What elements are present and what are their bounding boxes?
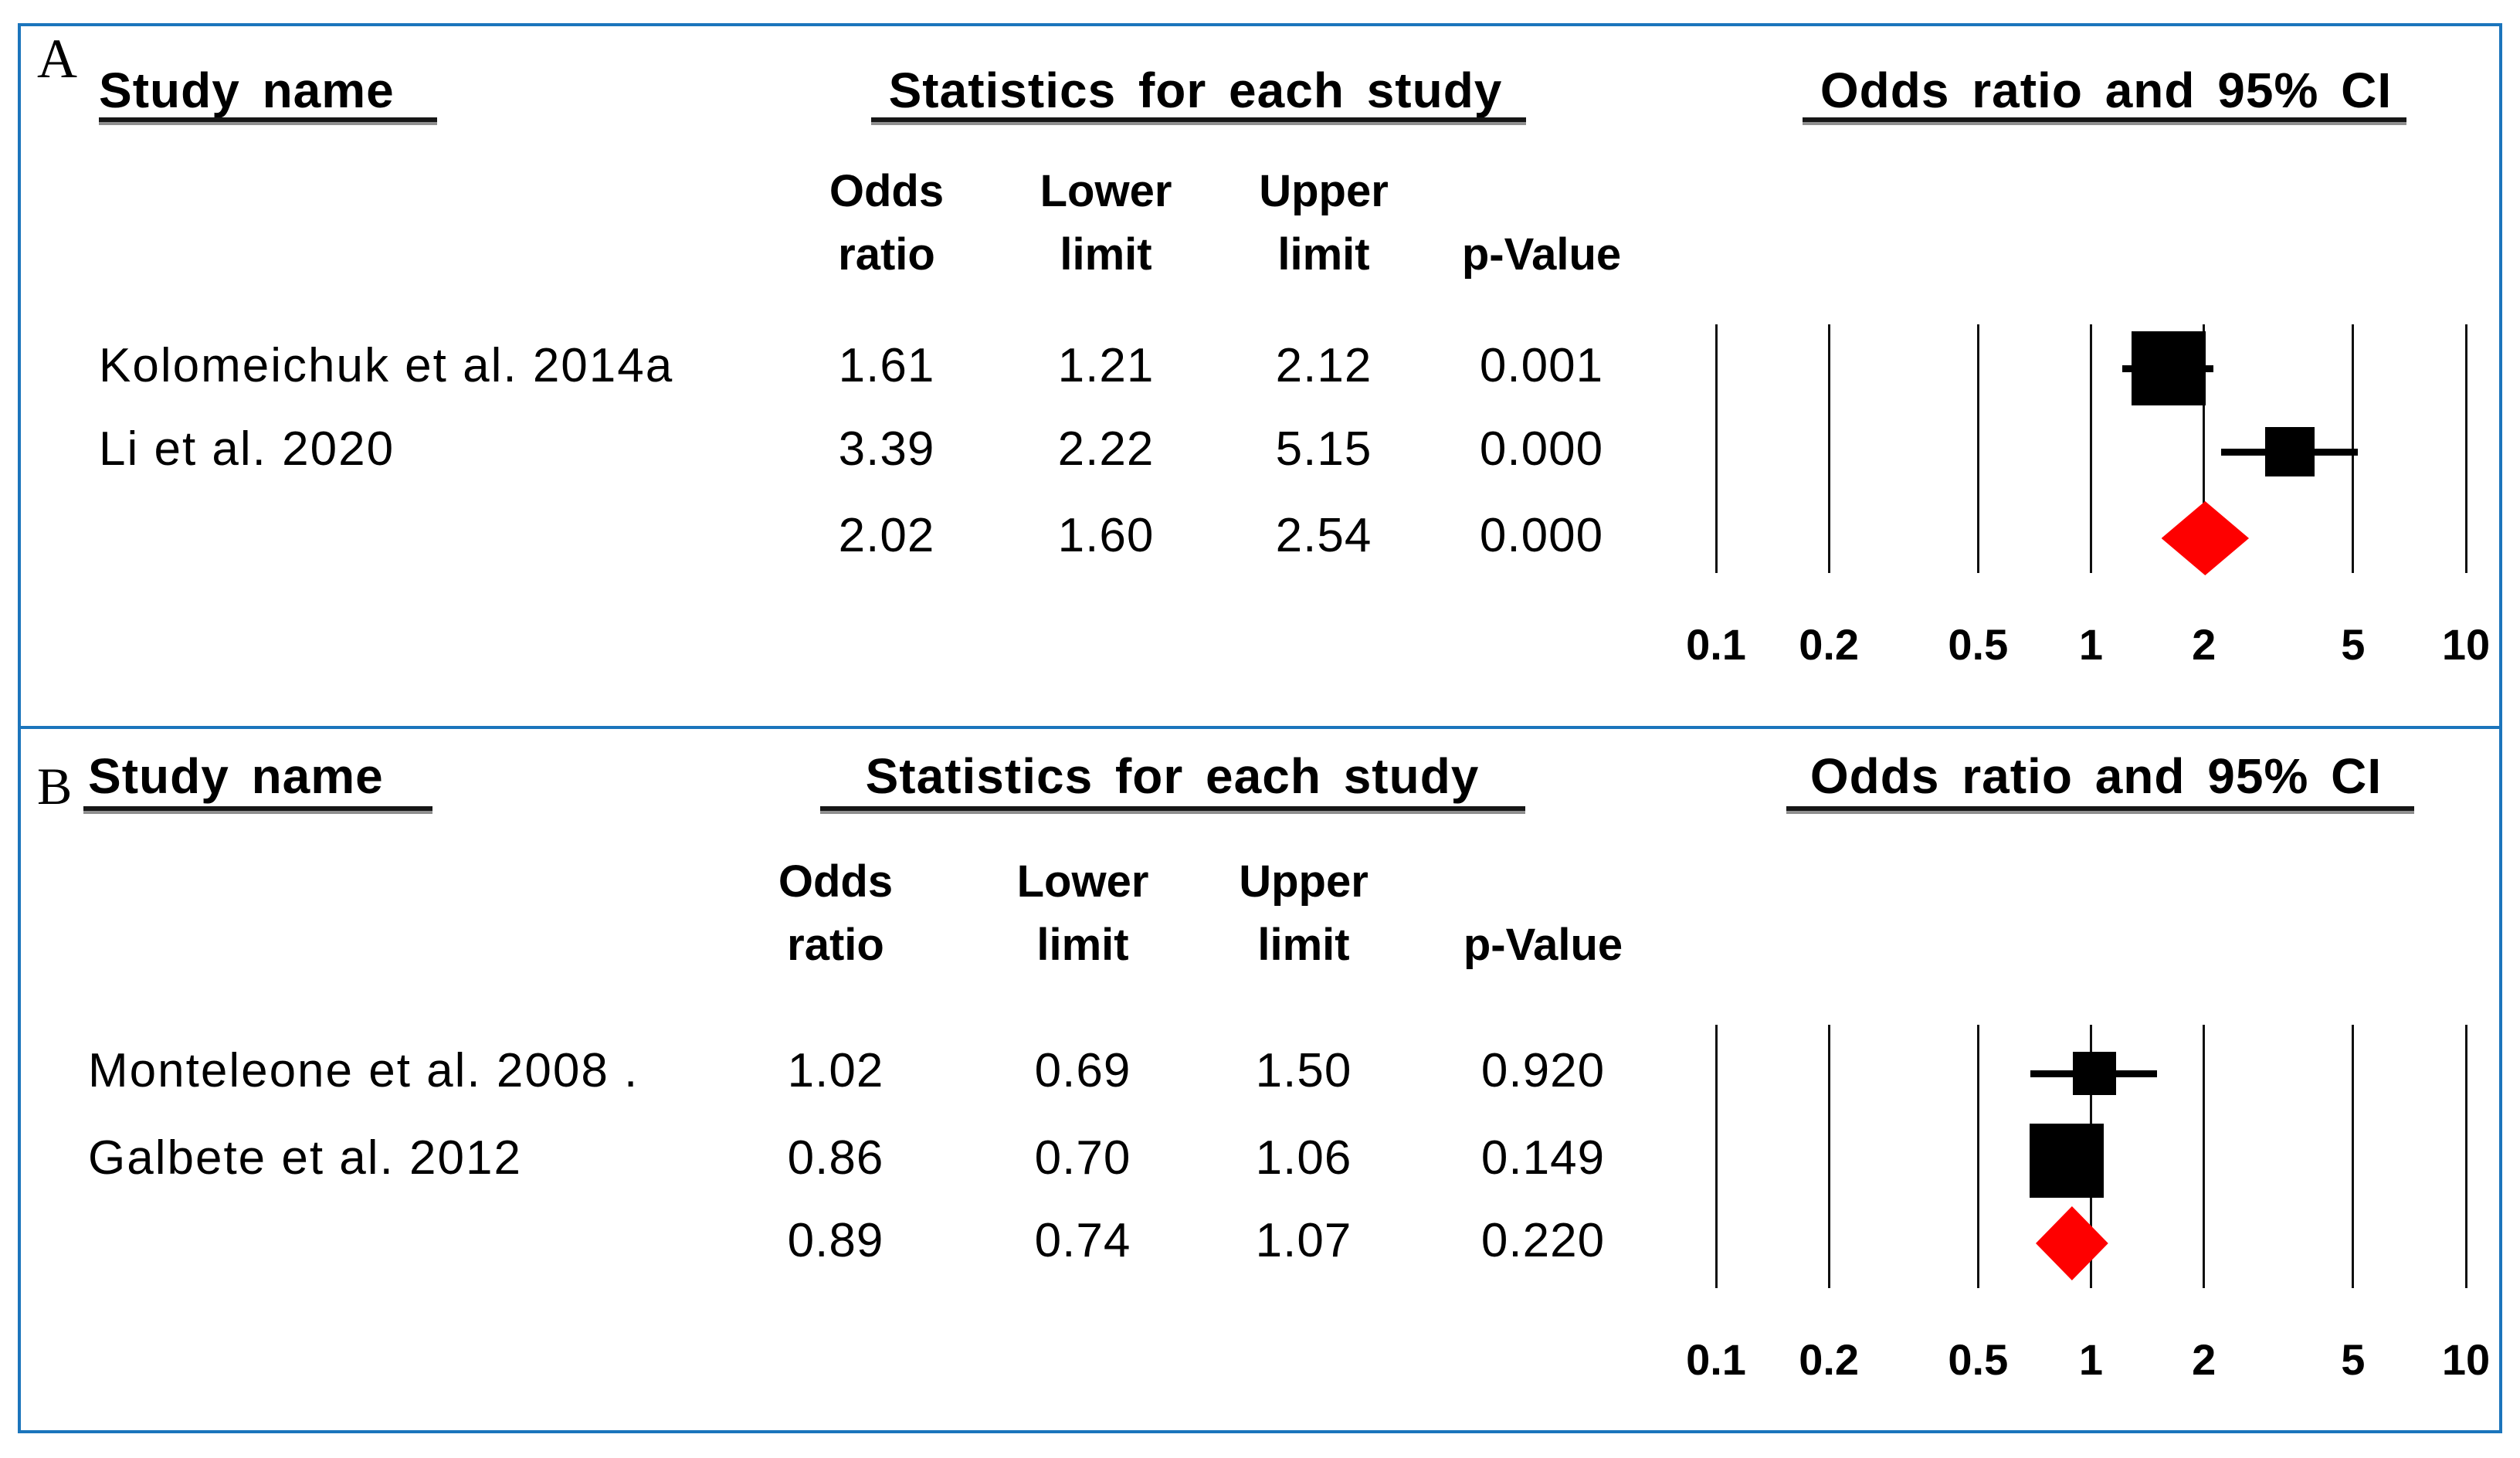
study-square-marker bbox=[2072, 1052, 2116, 1095]
gridline bbox=[1714, 1025, 1718, 1288]
upper-limit-cell: 1.06 bbox=[1255, 1131, 1352, 1185]
plot-header: Odds ratio and 95% CI bbox=[1820, 63, 2393, 118]
p-value-cell: 0.000 bbox=[1479, 422, 1604, 476]
panel-a-label: A bbox=[37, 28, 77, 90]
study-square-marker bbox=[2029, 1124, 2104, 1198]
gridline bbox=[1976, 324, 1979, 573]
gridline bbox=[1827, 324, 1830, 573]
col-header-odds: Odds bbox=[829, 166, 945, 216]
stats-underline bbox=[871, 117, 1526, 125]
stats-header: Statistics for each study bbox=[888, 63, 1503, 118]
col-header-p-value: p-Value bbox=[1463, 920, 1623, 970]
panel-divider-line bbox=[18, 726, 2502, 729]
gridline bbox=[1827, 1025, 1830, 1288]
p-value-cell: 0.001 bbox=[1479, 339, 1604, 392]
study-square-marker bbox=[2131, 331, 2206, 405]
odds-ratio-cell: 3.39 bbox=[838, 422, 935, 476]
odds-ratio-cell: 0.89 bbox=[787, 1214, 884, 1267]
axis-tick-label: 0.5 bbox=[1948, 1335, 2009, 1384]
upper-limit-cell: 1.07 bbox=[1255, 1214, 1352, 1267]
axis-tick-label: 0.2 bbox=[1799, 620, 1860, 669]
study-name-underline bbox=[99, 117, 437, 125]
gridline bbox=[1976, 1025, 1979, 1288]
upper-limit-cell: 1.50 bbox=[1255, 1044, 1352, 1097]
summary-diamond-marker bbox=[2161, 501, 2250, 575]
axis-tick-label: 5 bbox=[2341, 620, 2366, 669]
col-header-lower-limit: limit bbox=[1036, 920, 1129, 970]
col-header-upper-limit: limit bbox=[1257, 920, 1350, 970]
gridline bbox=[2090, 324, 2092, 573]
gridline bbox=[2203, 324, 2206, 573]
plot-underline bbox=[1803, 117, 2406, 125]
gridline bbox=[1714, 324, 1718, 573]
panel-b-label: B bbox=[37, 757, 73, 815]
axis-tick-label: 10 bbox=[2441, 620, 2491, 669]
col-header-lower: Lower bbox=[1016, 856, 1149, 907]
col-header-upper: Upper bbox=[1239, 856, 1369, 907]
axis-tick-label: 5 bbox=[2341, 1335, 2366, 1384]
study-name-cell: Kolomeichuk et al. 2014a bbox=[99, 339, 674, 392]
stats-underline bbox=[820, 806, 1525, 814]
gridline bbox=[2203, 1025, 2206, 1288]
col-header-upper-limit: limit bbox=[1277, 229, 1370, 280]
study-name-header: Study name bbox=[88, 748, 384, 804]
col-header-lower: Lower bbox=[1040, 166, 1172, 216]
plot-header: Odds ratio and 95% CI bbox=[1809, 748, 2383, 804]
lower-limit-cell: 0.70 bbox=[1034, 1131, 1131, 1185]
plot-underline bbox=[1786, 806, 2414, 814]
lower-limit-cell: 1.21 bbox=[1057, 339, 1155, 392]
study-name-header: Study name bbox=[99, 63, 395, 118]
lower-limit-cell: 0.74 bbox=[1034, 1214, 1131, 1267]
study-name-cell: Li et al. 2020 bbox=[99, 422, 395, 476]
lower-limit-cell: 0.69 bbox=[1034, 1044, 1131, 1097]
p-value-cell: 0.000 bbox=[1479, 509, 1604, 562]
col-header-lower-limit: limit bbox=[1060, 229, 1152, 280]
upper-limit-cell: 5.15 bbox=[1275, 422, 1372, 476]
odds-ratio-cell: 2.02 bbox=[838, 509, 935, 562]
axis-tick-label: 0.5 bbox=[1948, 620, 2009, 669]
axis-tick-label: 0.1 bbox=[1686, 620, 1746, 669]
axis-tick-label: 10 bbox=[2441, 1335, 2491, 1384]
p-value-cell: 0.220 bbox=[1480, 1214, 1606, 1267]
col-header-p-value: p-Value bbox=[1461, 229, 1622, 280]
gridline bbox=[2352, 1025, 2355, 1288]
lower-limit-cell: 1.60 bbox=[1057, 509, 1155, 562]
gridline bbox=[2464, 1025, 2467, 1288]
study-name-cell: Monteleone et al. 2008 . bbox=[88, 1044, 639, 1097]
lower-limit-cell: 2.22 bbox=[1057, 422, 1155, 476]
col-header-ratio: ratio bbox=[838, 229, 935, 280]
axis-tick-label: 2 bbox=[2192, 620, 2216, 669]
study-name-underline bbox=[83, 806, 432, 814]
axis-tick-label: 1 bbox=[2078, 620, 2104, 669]
gridline bbox=[2464, 324, 2467, 573]
odds-ratio-cell: 1.61 bbox=[838, 339, 935, 392]
axis-tick-label: 1 bbox=[2078, 1335, 2104, 1384]
upper-limit-cell: 2.12 bbox=[1275, 339, 1372, 392]
col-header-odds: Odds bbox=[778, 856, 894, 907]
stats-header: Statistics for each study bbox=[865, 748, 1480, 804]
axis-tick-label: 0.1 bbox=[1686, 1335, 1746, 1384]
col-header-ratio: ratio bbox=[787, 920, 884, 970]
odds-ratio-cell: 1.02 bbox=[787, 1044, 884, 1097]
axis-tick-label: 0.2 bbox=[1799, 1335, 1860, 1384]
study-name-cell: Galbete et al. 2012 bbox=[88, 1131, 522, 1185]
upper-limit-cell: 2.54 bbox=[1275, 509, 1372, 562]
col-header-upper: Upper bbox=[1259, 166, 1389, 216]
axis-tick-label: 2 bbox=[2192, 1335, 2216, 1384]
p-value-cell: 0.920 bbox=[1480, 1044, 1606, 1097]
p-value-cell: 0.149 bbox=[1480, 1131, 1606, 1185]
study-square-marker bbox=[2264, 427, 2315, 476]
summary-diamond-marker bbox=[2036, 1206, 2108, 1280]
odds-ratio-cell: 0.86 bbox=[787, 1131, 884, 1185]
